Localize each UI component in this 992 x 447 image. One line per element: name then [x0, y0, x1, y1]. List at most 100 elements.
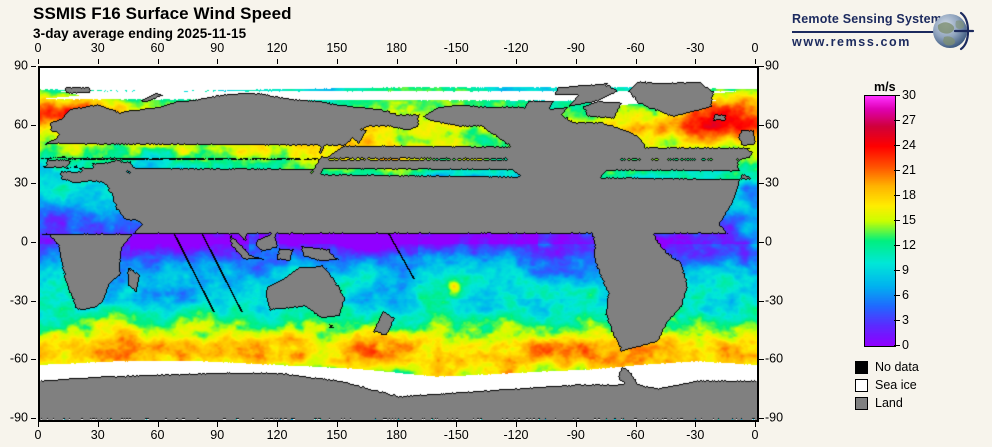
colorbar-tick	[894, 345, 900, 346]
y-axis-label-right: -90	[765, 410, 784, 425]
x-axis-label-top: -60	[626, 41, 645, 55]
x-axis-label-bottom: 0	[751, 428, 759, 442]
x-axis-label-top: 150	[326, 41, 348, 55]
x-tick-bottom	[516, 422, 517, 427]
y-tick-right	[759, 183, 764, 185]
y-axis-label-left: 60	[14, 117, 28, 132]
x-tick-top	[695, 59, 697, 64]
legend-label-no-data: No data	[875, 360, 919, 374]
x-tick-top	[157, 59, 159, 64]
y-tick-right	[759, 66, 764, 67]
colorbar-tick	[894, 95, 900, 96]
colorbar	[864, 95, 896, 347]
x-tick-top	[336, 59, 338, 64]
remss-logo: Remote Sensing Systems www.remss.com	[790, 8, 975, 56]
y-tick-left	[31, 124, 36, 126]
colorbar-tick	[894, 245, 900, 246]
colorbar-unit-label: m/s	[874, 80, 896, 94]
x-tick-bottom	[217, 422, 219, 427]
x-tick-top	[456, 59, 458, 64]
page-title: SSMIS F16 Surface Wind Speed	[33, 4, 292, 23]
colorbar-tick-label: 30	[902, 88, 916, 102]
y-axis-label-right: 60	[765, 117, 779, 132]
colorbar-tick	[894, 220, 900, 221]
map-plot-area	[38, 66, 759, 422]
colorbar-tick-label: 0	[902, 338, 909, 352]
x-tick-top	[277, 59, 278, 64]
colorbar-tick-label: 21	[902, 163, 916, 177]
x-tick-top	[575, 59, 577, 64]
y-axis-label-right: 0	[765, 234, 772, 249]
colorbar-tick-label: 24	[902, 138, 916, 152]
x-axis-label-top: -90	[566, 41, 585, 55]
x-tick-bottom	[336, 422, 338, 427]
y-tick-left	[31, 66, 36, 67]
x-tick-top	[217, 59, 219, 64]
x-axis-label-bottom: -30	[686, 428, 705, 442]
y-axis-label-right: 90	[765, 58, 779, 73]
logo-website-url: www.remss.com	[792, 35, 911, 49]
y-axis-label-left: 90	[14, 58, 28, 73]
x-axis-label-bottom: 30	[90, 428, 105, 442]
x-axis-label-bottom: 0	[34, 428, 42, 442]
globe-icon	[933, 11, 975, 51]
x-axis-label-bottom: 180	[386, 428, 407, 442]
x-tick-top	[38, 59, 39, 64]
x-tick-bottom	[97, 422, 99, 427]
x-axis-label-top: 30	[90, 41, 105, 55]
x-axis-label-top: 0	[34, 41, 42, 55]
colorbar-tick	[894, 120, 900, 121]
x-tick-top	[97, 59, 99, 64]
colorbar-tick-label: 6	[902, 288, 909, 302]
x-tick-top	[516, 59, 517, 64]
x-axis-label-top: -150	[443, 41, 469, 55]
x-tick-bottom	[635, 422, 637, 427]
y-tick-left	[31, 359, 36, 361]
x-axis-label-top: -30	[686, 41, 705, 55]
y-axis-label-right: -60	[765, 351, 784, 366]
legend-item-no-data: No data	[855, 358, 985, 376]
legend-swatch-land	[855, 396, 868, 410]
y-tick-right	[759, 300, 764, 302]
x-tick-bottom	[396, 422, 398, 427]
x-axis-label-bottom: 90	[210, 428, 225, 442]
y-tick-left	[31, 183, 36, 185]
colorbar-tick-label: 9	[902, 263, 909, 277]
x-tick-top	[755, 59, 756, 64]
colorbar-tick	[894, 295, 900, 296]
x-axis-label-bottom: -150	[443, 428, 469, 442]
colorbar-tick	[894, 270, 900, 271]
colorbar-tick-label: 27	[902, 113, 916, 127]
y-tick-left	[31, 242, 36, 243]
legend-item-land: Land	[855, 394, 985, 412]
x-tick-bottom	[575, 422, 577, 427]
colorbar-tick-label: 15	[902, 213, 916, 227]
x-axis-label-top: 180	[386, 41, 407, 55]
legend-label-land: Land	[875, 396, 903, 410]
y-axis-label-left: -60	[9, 351, 28, 366]
y-axis-label-right: 30	[765, 175, 779, 190]
x-axis-label-bottom: -60	[626, 428, 645, 442]
x-tick-bottom	[755, 422, 756, 427]
x-tick-bottom	[456, 422, 458, 427]
x-axis-label-bottom: -90	[566, 428, 585, 442]
y-axis-label-left: -90	[9, 410, 28, 425]
wind-speed-raster	[40, 68, 757, 420]
y-tick-right	[759, 418, 764, 419]
y-axis-label-left: 30	[14, 175, 28, 190]
colorbar-tick	[894, 145, 900, 146]
x-axis-label-top: 0	[751, 41, 759, 55]
colorbar-tick-label: 3	[902, 313, 909, 327]
y-axis-label-left: -30	[9, 293, 28, 308]
x-tick-bottom	[695, 422, 697, 427]
x-tick-top	[635, 59, 637, 64]
x-axis-label-top: -120	[503, 41, 529, 55]
x-axis-label-top: 60	[150, 41, 165, 55]
x-axis-label-bottom: -120	[503, 428, 529, 442]
colorbar-tick	[894, 195, 900, 196]
y-tick-right	[759, 124, 764, 126]
y-tick-left	[31, 418, 36, 419]
x-tick-top	[396, 59, 398, 64]
logo-divider	[792, 31, 940, 33]
